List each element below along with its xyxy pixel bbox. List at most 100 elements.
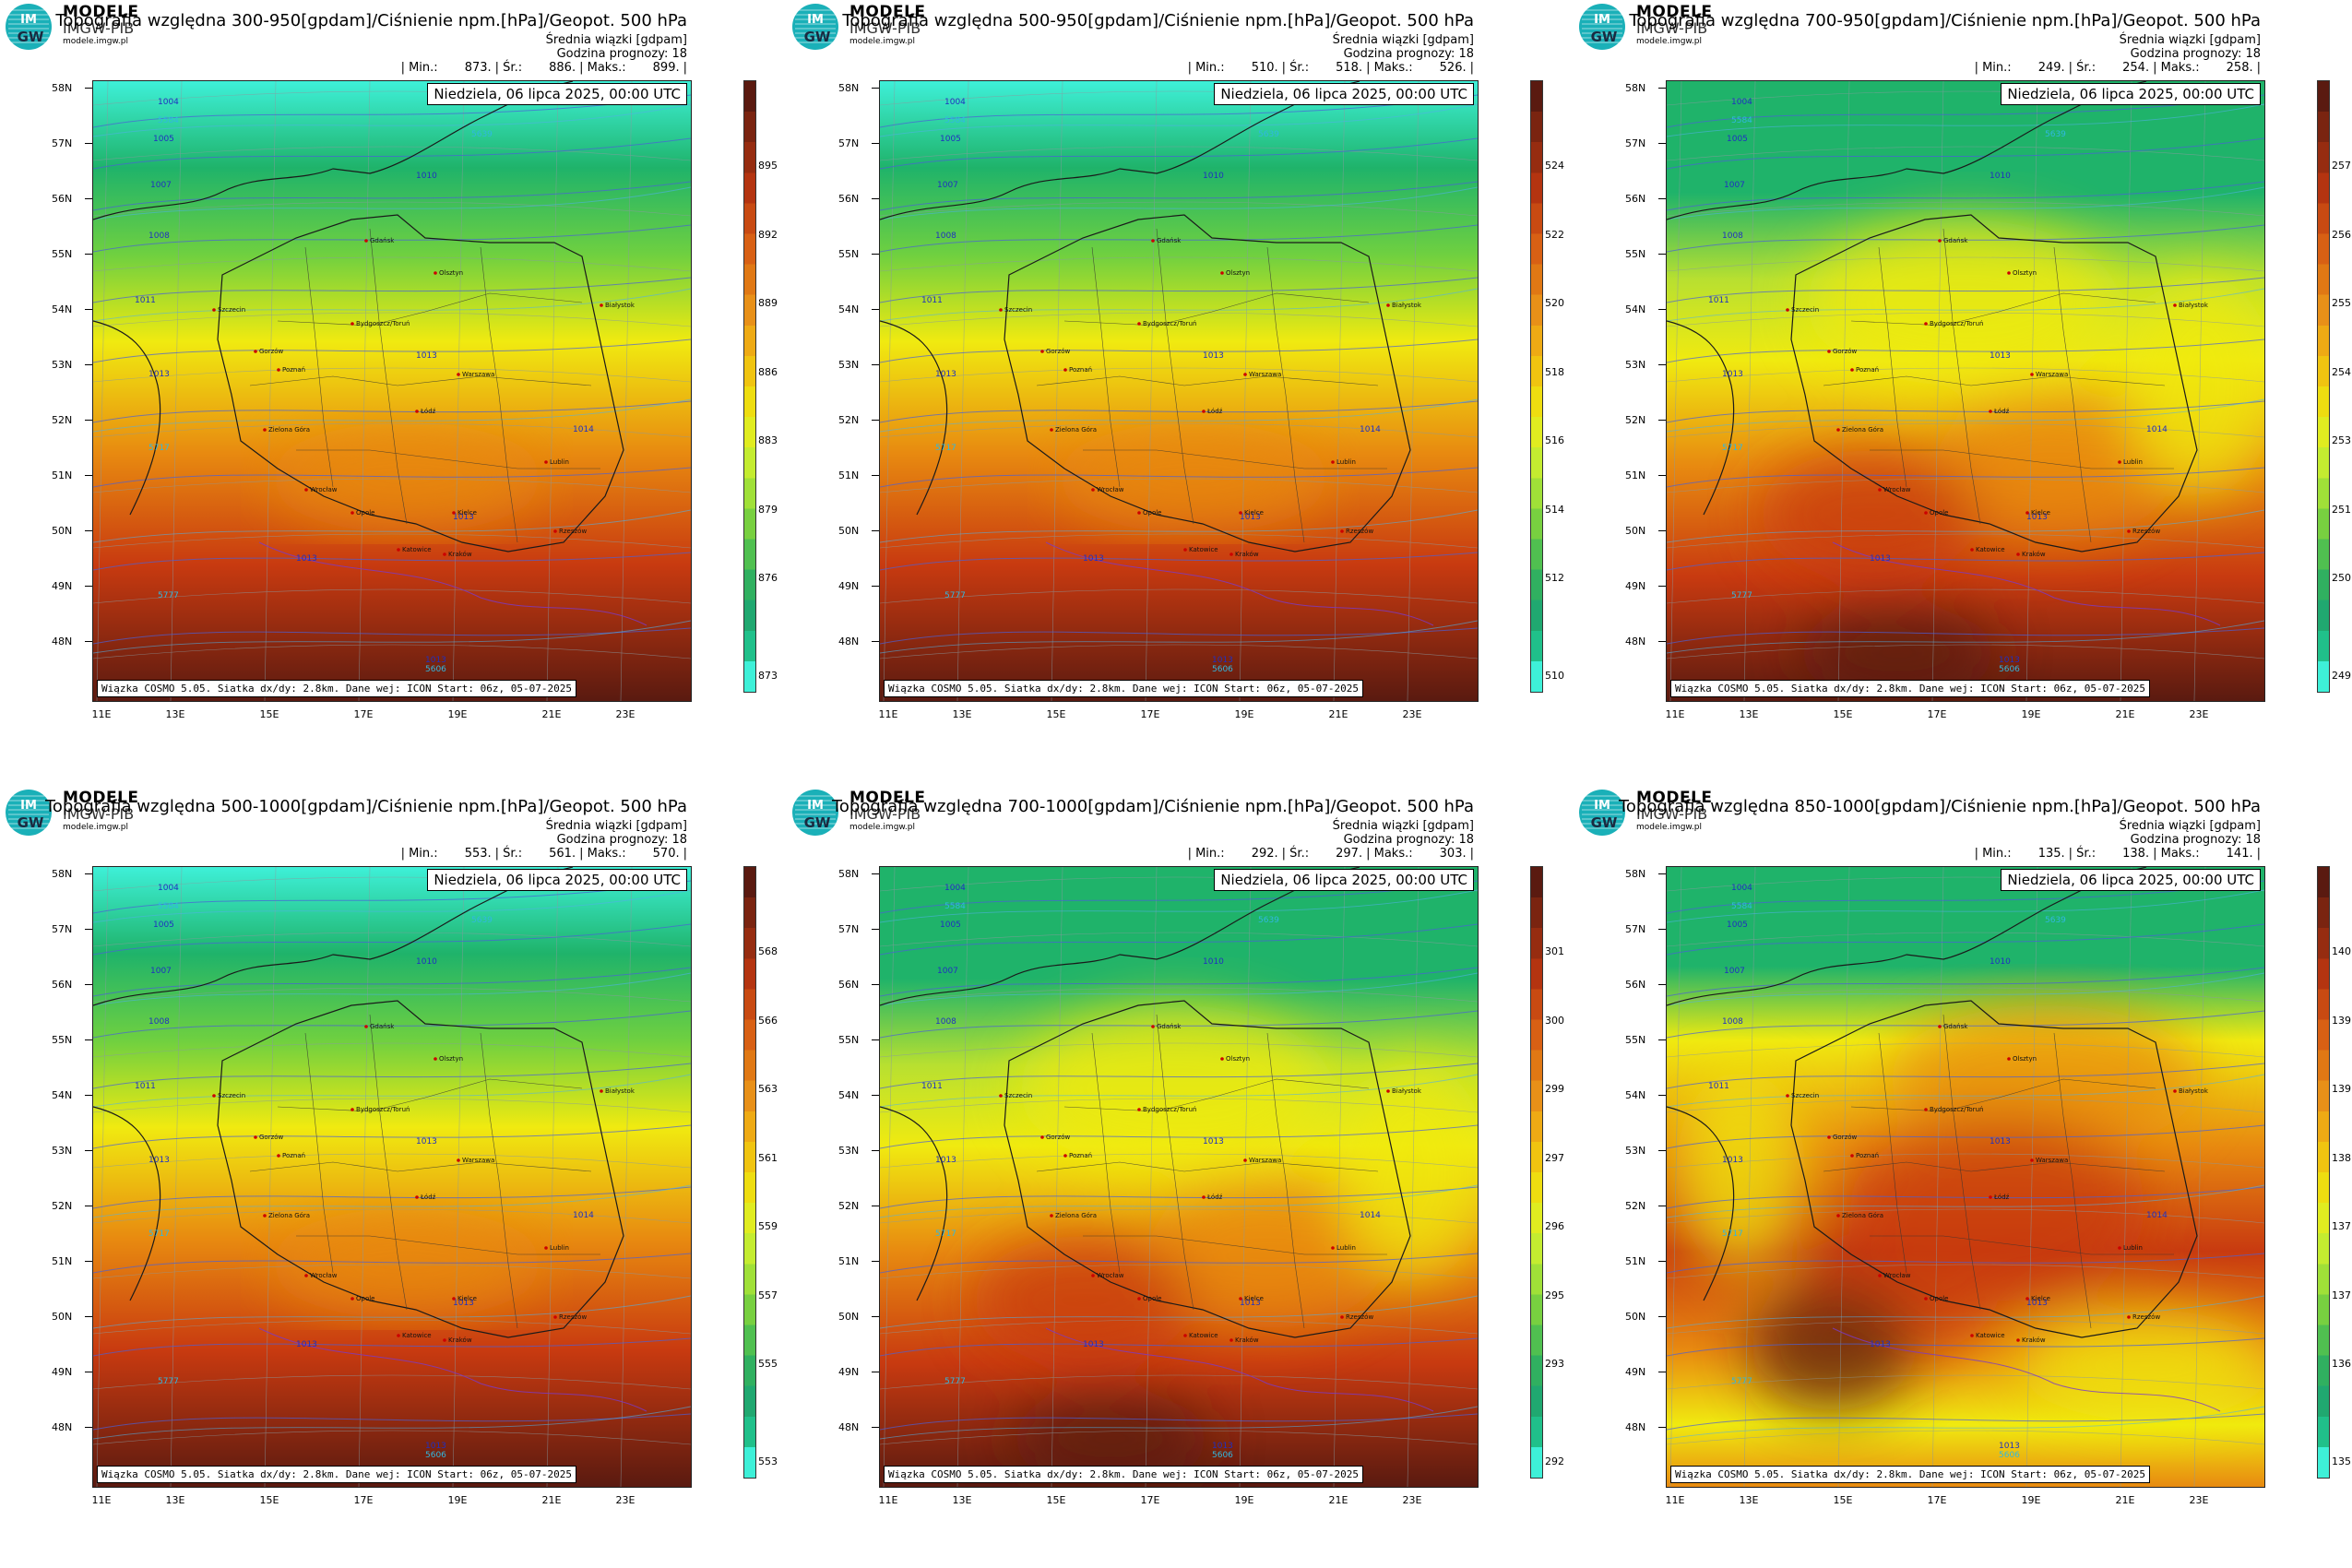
stat-avg-value: 297. [1336,847,1363,861]
lat-tick [1658,1316,1666,1317]
stats-end: | [2256,847,2261,861]
svg-text:1013: 1013 [416,1137,437,1146]
lon-label: 13E [952,1494,972,1506]
stat-avg-value: 138. [2122,847,2150,861]
svg-text:1013: 1013 [935,1156,956,1165]
forecast-hour: Godzina prognozy: 18 [2130,833,2261,847]
colorbar-tick-label: 524 [1545,160,1564,172]
forecast-map[interactable]: 1004 1005 1007 1008 1010 1011 1013 1013 1013 1014… [879,866,1479,1488]
logo-sub: IMGW-PIB [849,19,921,37]
svg-text:1013: 1013 [1240,513,1261,522]
lat-label: 51N [838,1255,860,1267]
lon-label: 15E [1833,708,1853,720]
model-info: Wiązka COSMO 5.05. Siatka dx/dy: 2.8km. … [1670,680,2150,697]
panel-subtitle: Średnia wiązki [gdpam] [1332,33,1474,47]
svg-text:Lublin: Lublin [1336,458,1356,466]
lat-tick [872,984,879,985]
stats-end: | [683,61,687,75]
svg-text:5584: 5584 [944,116,966,125]
imgw-logo: IM GW [791,3,843,51]
colorbar [743,80,756,693]
colorbar-tick-label: 883 [758,434,778,446]
svg-text:1010: 1010 [1990,957,2011,967]
lon-label: 11E [1665,1494,1685,1506]
lon-label: 15E [1833,1494,1853,1506]
svg-text:1011: 1011 [921,1082,943,1091]
lon-label: 19E [2021,708,2041,720]
stat-min-label: | Min.: [1187,61,1225,75]
lat-label: 50N [1625,525,1646,537]
svg-text:Opole: Opole [356,1295,375,1302]
forecast-map[interactable]: 1004 1005 1007 1008 1010 1011 1013 1013 1013 1014… [1666,80,2265,702]
svg-text:1011: 1011 [135,296,156,305]
panel-subtitle: Średnia wiązki [gdpam] [2119,819,2261,833]
logo-url: modele.imgw.pl [849,37,916,46]
lat-tick [1658,475,1666,476]
imgw-logo: IM GW [1578,789,1630,837]
lat-label: 57N [52,137,73,149]
svg-text:Bydgoszcz/Toruń: Bydgoszcz/Toruń [356,320,410,327]
lat-label: 56N [52,979,73,991]
lat-tick [85,530,92,531]
svg-text:Kraków: Kraków [1235,1336,1259,1344]
stats-end: | [1469,847,1474,861]
svg-text:Gdańsk: Gdańsk [1157,237,1182,244]
forecast-map[interactable]: 1004 1005 1007 1008 1010 1011 1013 1013 1013 1014… [1666,866,2265,1488]
svg-text:5639: 5639 [471,916,493,925]
lat-label: 55N [838,248,860,260]
colorbar-tick-label: 254 [2332,366,2351,378]
forecast-panel: IM GW MODELE IMGW-PIB modele.imgw.pl Topograf… [0,786,778,1561]
logo-url: modele.imgw.pl [63,823,129,832]
svg-text:1013: 1013 [1722,370,1743,379]
forecast-map[interactable]: 1004 1005 1007 1008 1010 1011 1013 1013 1013 1014… [879,80,1479,702]
lon-label: 13E [165,708,185,720]
svg-text:1010: 1010 [1203,172,1224,181]
colorbar-tick-label: 293 [1545,1358,1564,1370]
svg-text:1004: 1004 [944,884,966,893]
lat-tick [1658,420,1666,421]
svg-text:Poznań: Poznań [1856,366,1879,374]
colorbar-tick-label: 300 [1545,1015,1564,1027]
stat-avg-value: 886. [549,61,576,75]
lat-label: 49N [52,580,73,592]
panel-title: Topografia względna 300-950[gpdam]/Ciśni… [55,11,687,30]
svg-text:1010: 1010 [1203,957,1224,967]
lat-label: 48N [1625,1421,1646,1433]
svg-text:Zielona Góra: Zielona Góra [1055,426,1097,434]
svg-text:Olsztyn: Olsztyn [439,1055,463,1063]
svg-text:1005: 1005 [153,135,174,144]
svg-text:Olsztyn: Olsztyn [2013,269,2037,277]
lat-tick [872,1427,879,1428]
lon-label: 19E [447,1494,468,1506]
svg-text:1008: 1008 [1722,1017,1743,1027]
forecast-panel: IM GW MODELE IMGW-PIB modele.imgw.pl Topograf… [1574,0,2351,775]
stats-end: | [2256,61,2261,75]
colorbar-tick-label: 292 [1545,1455,1564,1467]
lon-label: 23E [615,708,636,720]
svg-text:Wrocław: Wrocław [310,1272,338,1279]
svg-text:1004: 1004 [158,98,179,107]
svg-text:5606: 5606 [1999,1451,2020,1460]
forecast-map[interactable]: 1004 1005 1007 1008 1010 1011 1013 1013 1013 1014… [92,866,692,1488]
svg-text:1007: 1007 [937,181,958,190]
lat-label: 51N [1625,1255,1646,1267]
svg-text:Kielce: Kielce [2031,509,2050,517]
lat-tick [1658,1427,1666,1428]
svg-text:Bydgoszcz/Toruń: Bydgoszcz/Toruń [1930,1106,1983,1113]
stat-max-value: 141. [2226,847,2253,861]
svg-text:Białystok: Białystok [605,1087,636,1095]
svg-text:1011: 1011 [921,296,943,305]
stat-min-label: | Min.: [400,61,438,75]
lon-label: 21E [541,1494,562,1506]
colorbar [743,866,756,1479]
lat-label: 55N [1625,1034,1646,1046]
forecast-map[interactable]: 1004 1005 1007 1008 1010 1011 1013 1013 1013 1014… [92,80,692,702]
model-info: Wiązka COSMO 5.05. Siatka dx/dy: 2.8km. … [97,680,576,697]
svg-text:Gdańsk: Gdańsk [370,237,395,244]
logo-emblem-icon: IMGW [6,790,52,836]
svg-text:Warszawa: Warszawa [2036,1157,2068,1164]
lat-tick [1658,143,1666,144]
logo-url: modele.imgw.pl [849,823,916,832]
svg-text:Zielona Góra: Zielona Góra [268,1212,310,1219]
svg-text:Poznań: Poznań [282,366,305,374]
